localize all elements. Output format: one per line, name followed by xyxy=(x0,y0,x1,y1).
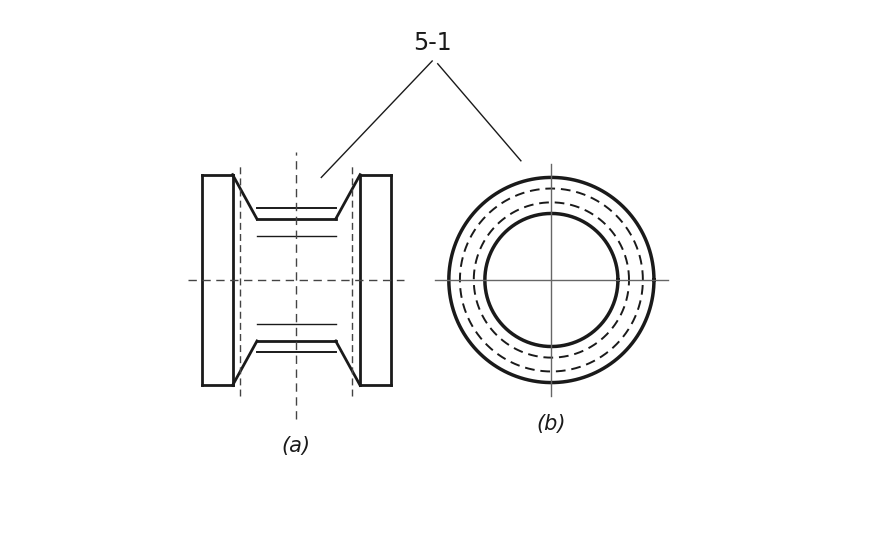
Text: (a): (a) xyxy=(282,436,311,456)
Text: (b): (b) xyxy=(537,414,566,434)
Text: 5-1: 5-1 xyxy=(413,31,451,55)
